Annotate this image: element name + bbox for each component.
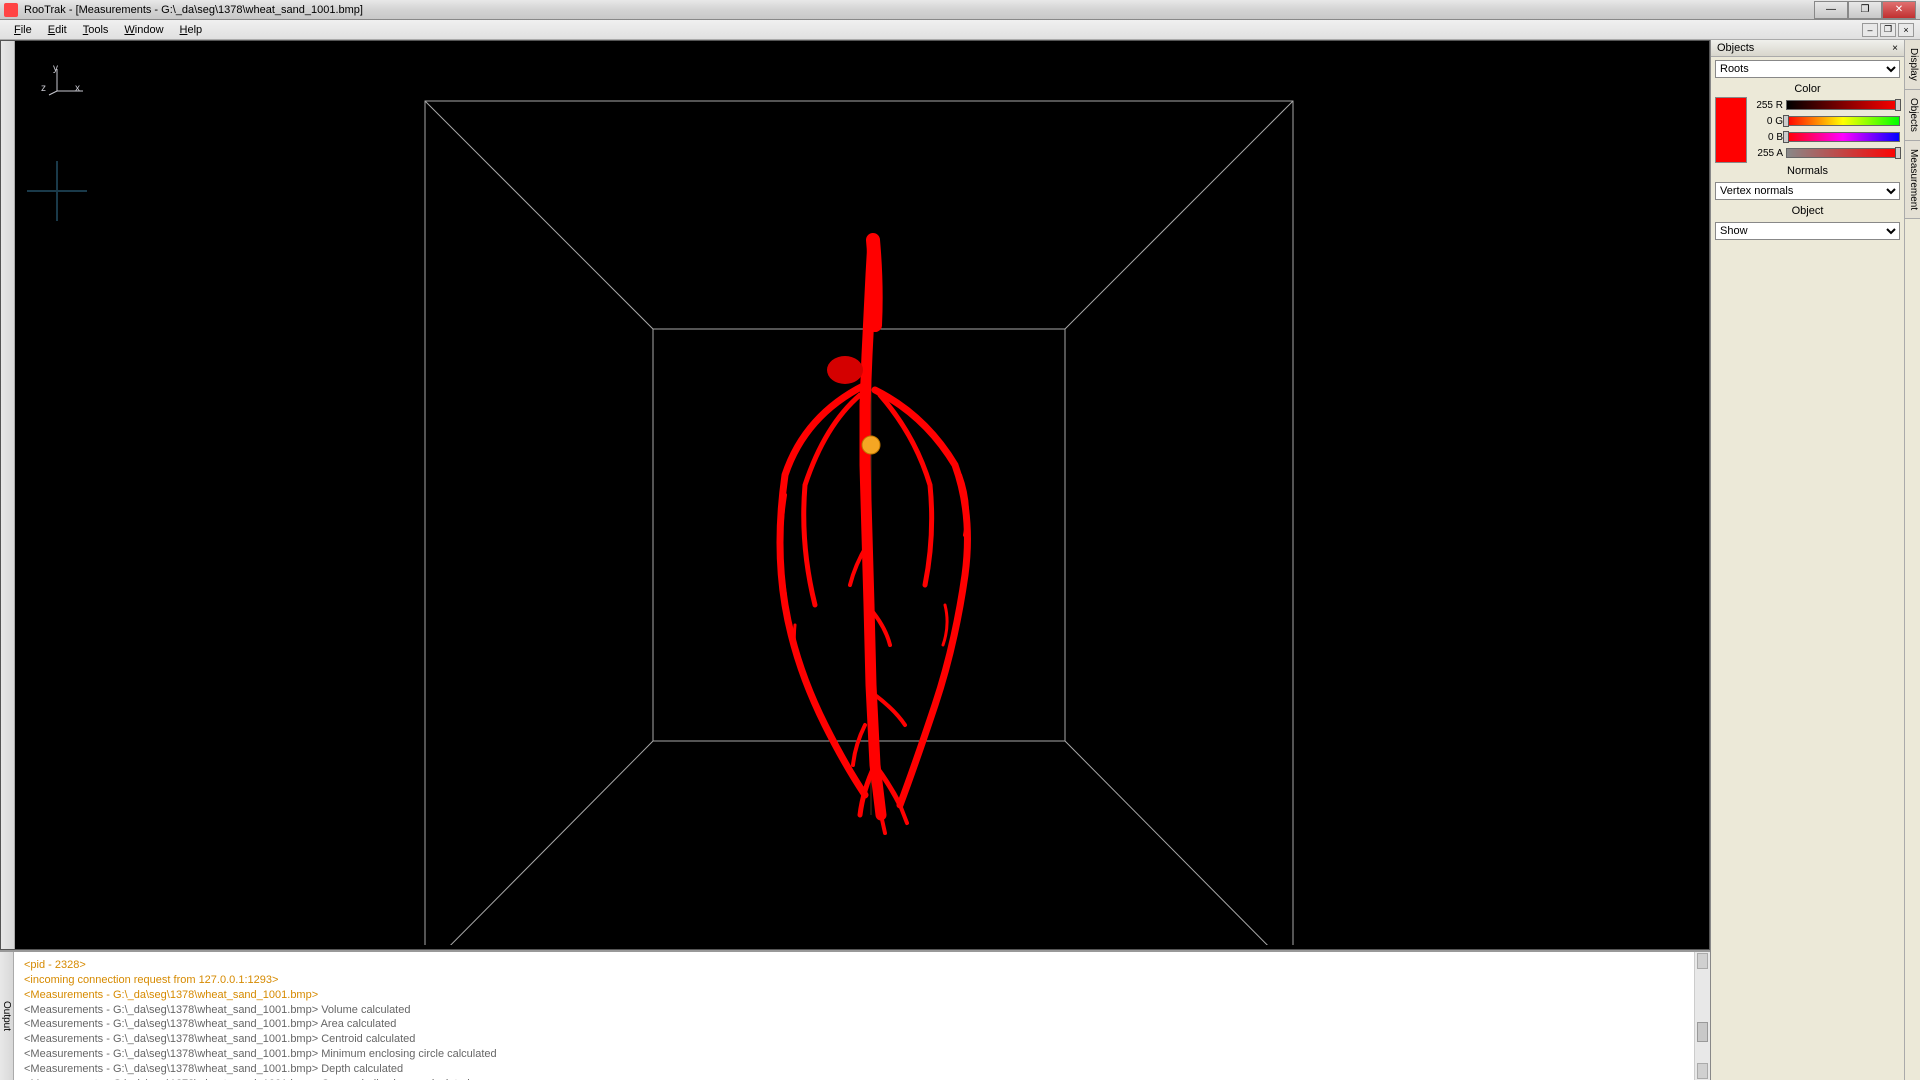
slider-track[interactable] [1786,116,1900,126]
menubar: File Edit Tools Window Help – ❐ × [0,20,1920,40]
app-icon [4,3,18,17]
doc-restore-button[interactable]: ❐ [1880,23,1896,37]
slider-value-label: 255 R [1749,100,1783,111]
window-controls: — ❐ ✕ [1814,1,1916,19]
color-swatch[interactable] [1715,97,1747,163]
output-line: <Measurements - G:\_da\seg\1378\wheat_sa… [24,1062,1684,1077]
slider-thumb[interactable] [1895,147,1901,159]
menu-window[interactable]: Window [116,22,171,38]
right-side-tabs: Display Objects Measurement [1904,40,1920,1080]
titlebar: RooTrak - [Measurements - G:\_da\seg\137… [0,0,1920,20]
side-tab-measurement[interactable]: Measurement [1905,141,1920,219]
color-section-label: Color [1711,81,1904,97]
menu-edit[interactable]: Edit [40,22,75,38]
slider-thumb[interactable] [1895,99,1901,111]
doc-close-button[interactable]: × [1898,23,1914,37]
output-line: <Measurements - G:\_da\seg\1378\wheat_sa… [24,1003,1684,1018]
normals-section-label: Normals [1711,163,1904,179]
output-panel: Output <pid - 2328><incoming connection … [0,950,1710,1080]
window-title: RooTrak - [Measurements - G:\_da\seg\137… [24,4,1814,16]
viewport-3d[interactable]: y x z [0,40,1710,950]
panel-header-objects: Objects × [1711,40,1904,57]
color-slider-r[interactable]: 255 R [1749,97,1900,113]
color-slider-g[interactable]: 0 G [1749,113,1900,129]
slider-track[interactable] [1786,148,1900,158]
slider-value-label: 0 B [1749,132,1783,143]
normals-select[interactable]: Vertex normals [1715,182,1900,200]
panel-close-icon[interactable]: × [1892,43,1898,54]
output-log[interactable]: <pid - 2328><incoming connection request… [14,952,1694,1080]
slider-track[interactable] [1786,132,1900,142]
doc-minimize-button[interactable]: – [1862,23,1878,37]
output-line: <Measurements - G:\_da\seg\1378\wheat_sa… [24,988,1684,1003]
maximize-button[interactable]: ❐ [1848,1,1882,19]
output-tab-label[interactable]: Output [0,952,14,1080]
output-scrollbar[interactable] [1694,952,1710,1080]
object-select[interactable]: Roots [1715,60,1900,78]
menu-file[interactable]: File [6,22,40,38]
slider-value-label: 255 A [1749,148,1783,159]
centroid-marker [862,436,880,454]
object-show-select[interactable]: Show [1715,222,1900,240]
color-slider-a[interactable]: 255 A [1749,145,1900,161]
menu-tools[interactable]: Tools [75,22,117,38]
output-line: <Measurements - G:\_da\seg\1378\wheat_sa… [24,1017,1684,1032]
output-line: <Measurements - G:\_da\seg\1378\wheat_sa… [24,1047,1684,1062]
slider-track[interactable] [1786,100,1900,110]
output-line: <incoming connection request from 127.0.… [24,973,1684,988]
side-tab-objects[interactable]: Objects [1905,90,1920,141]
menu-help[interactable]: Help [172,22,211,38]
output-line: <pid - 2328> [24,958,1684,973]
viewport-left-gutter [1,41,15,949]
root-visualization [5,45,1705,945]
side-tab-display[interactable]: Display [1905,40,1920,90]
close-button[interactable]: ✕ [1882,1,1916,19]
output-line: <Measurements - G:\_da\seg\1378\wheat_sa… [24,1032,1684,1047]
minimize-button[interactable]: — [1814,1,1848,19]
slider-thumb[interactable] [1783,131,1789,143]
color-slider-b[interactable]: 0 B [1749,129,1900,145]
object-section-label: Object [1711,203,1904,219]
slider-thumb[interactable] [1783,115,1789,127]
slider-value-label: 0 G [1749,116,1783,127]
right-panel: Objects × Roots Color 255 R 0 G 0 B 255 A N… [1710,40,1920,1080]
